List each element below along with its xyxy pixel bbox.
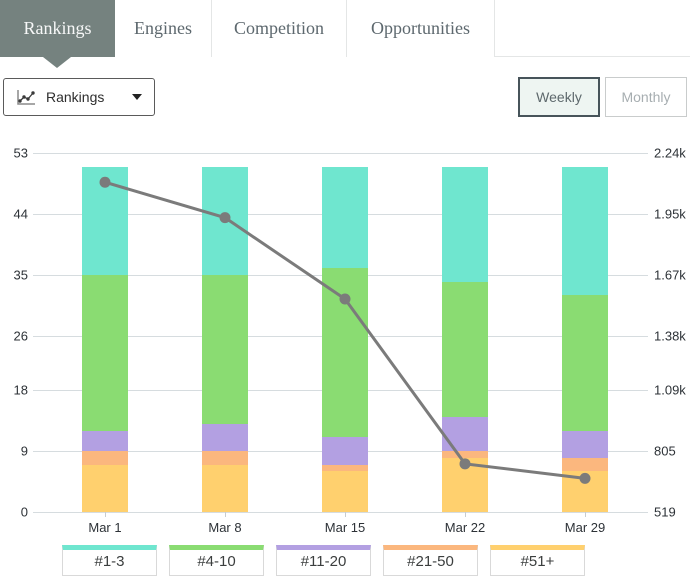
monthly-button-label: Monthly [621, 89, 671, 105]
x-axis-tick [345, 512, 346, 517]
metric-dropdown[interactable]: Rankings [3, 78, 155, 116]
bar-segment-4-10[interactable] [82, 274, 128, 431]
bar-segment-51[interactable] [322, 471, 368, 512]
x-axis-tick [465, 512, 466, 517]
bar-segment-1-3[interactable] [322, 166, 368, 269]
metric-dropdown-value: Rankings [46, 89, 105, 105]
bar-segment-21-50[interactable] [442, 451, 488, 458]
bar-segment-21-50[interactable] [202, 451, 248, 465]
bar-segment-21-50[interactable] [322, 464, 368, 472]
tab-opportunities[interactable]: Opportunities [347, 0, 495, 57]
y-axis-label-left: 44 [13, 206, 28, 222]
x-axis-tick [585, 512, 586, 517]
gridline [33, 153, 648, 154]
bar-segment-1-3[interactable] [442, 166, 488, 282]
x-axis-label: Mar 29 [564, 520, 606, 535]
trend-line-layer [99, 176, 591, 484]
bar-segment-11-20[interactable] [202, 423, 248, 452]
bar-segment-21-50[interactable] [562, 457, 608, 472]
bar-segment-11-20[interactable] [442, 417, 488, 452]
gridline [33, 512, 648, 513]
y-axis-label-right: 1.67k [654, 267, 686, 283]
trend-line [104, 180, 586, 480]
weekly-button[interactable]: Weekly [518, 77, 600, 117]
x-axis-tick [225, 512, 226, 517]
legend-item-4-10[interactable]: #4-10 [169, 545, 264, 576]
y-axis-label-left: 35 [13, 267, 28, 283]
bar-segment-11-20[interactable] [322, 437, 368, 465]
scatter-chart-icon [17, 89, 35, 105]
tab-rankings-label: Rankings [23, 18, 92, 38]
x-axis-label: Mar 22 [444, 520, 486, 535]
tab-engines-label: Engines [134, 18, 192, 38]
y-axis-label-left: 53 [13, 145, 28, 161]
trend-line-point[interactable] [579, 472, 591, 484]
y-axis-label-left: 0 [20, 504, 28, 520]
x-axis-label: Mar 15 [324, 520, 366, 535]
dropdown-caret-icon [132, 94, 142, 100]
bar-segment-11-20[interactable] [562, 430, 608, 458]
tab-bar: Rankings Engines Competition Opportuniti… [0, 0, 690, 57]
x-axis-label: Mar 8 [208, 520, 242, 535]
x-axis-tick [105, 512, 106, 517]
y-axis-label-right: 805 [654, 443, 676, 459]
y-axis-label-right: 1.38k [654, 328, 686, 344]
y-axis-label-right: 1.09k [654, 382, 686, 398]
legend-item-11-20[interactable]: #11-20 [276, 545, 371, 576]
legend-item-21-50[interactable]: #21-50 [383, 545, 478, 576]
bar-segment-1-3[interactable] [562, 166, 608, 296]
y-axis-label-right: 519 [654, 504, 676, 520]
bar-segment-51[interactable] [82, 464, 128, 512]
tab-competition-label: Competition [234, 18, 324, 38]
tab-rankings[interactable]: Rankings [0, 0, 115, 57]
y-axis-label-left: 18 [13, 382, 28, 398]
legend-item-51[interactable]: #51+ [490, 545, 585, 576]
tab-engines[interactable]: Engines [115, 0, 212, 57]
bar-segment-4-10[interactable] [442, 281, 488, 418]
trend-line-point[interactable] [219, 212, 231, 224]
weekly-button-label: Weekly [536, 89, 582, 105]
trend-line-point[interactable] [459, 458, 471, 470]
y-axis-label-left: 26 [13, 328, 28, 344]
y-axis-label-right: 1.95k [654, 206, 686, 222]
x-axis-label: Mar 1 [88, 520, 122, 535]
trend-line-point[interactable] [339, 293, 351, 305]
tab-competition[interactable]: Competition [212, 0, 347, 57]
y-axis-label-right: 2.24k [654, 145, 686, 161]
monthly-button[interactable]: Monthly [605, 77, 687, 117]
y-axis-label-left: 9 [20, 443, 28, 459]
bar-segment-11-20[interactable] [82, 430, 128, 452]
tab-opportunities-label: Opportunities [371, 18, 470, 38]
trend-line-point[interactable] [99, 176, 111, 188]
bar-segment-4-10[interactable] [202, 274, 248, 424]
bar-segment-21-50[interactable] [82, 451, 128, 465]
bar-segment-51[interactable] [202, 464, 248, 512]
bar-segment-4-10[interactable] [562, 295, 608, 431]
legend-item-1-3[interactable]: #1-3 [62, 545, 157, 576]
active-tab-pointer-icon [43, 57, 71, 68]
